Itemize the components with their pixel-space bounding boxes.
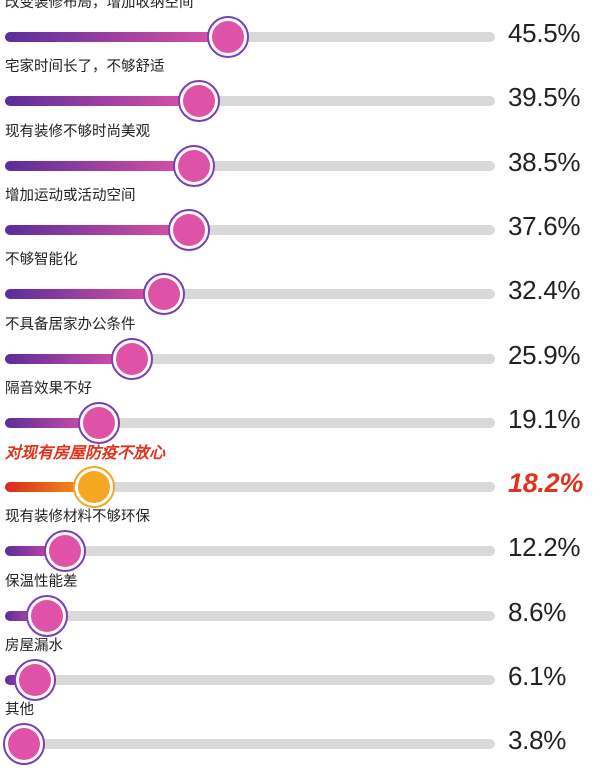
bar-row: 保温性能差 8.6% <box>0 573 600 637</box>
bar-marker <box>13 659 56 701</box>
bar-marker <box>2 723 45 766</box>
bar-fill <box>5 610 48 621</box>
value-label: 18.2% <box>508 468 584 499</box>
bar-fill <box>5 224 190 235</box>
bar-track <box>5 594 495 637</box>
marker-dot <box>18 664 51 696</box>
bar-marker <box>43 530 86 573</box>
category-label: 房屋漏水 <box>5 638 63 654</box>
marker-dot <box>115 342 148 375</box>
bar-row: 增加运动或活动空间 37.6% <box>0 187 600 251</box>
category-label: 隔音效果不好 <box>5 380 92 397</box>
marker-dot <box>173 213 206 246</box>
category-label: 不够智能化 <box>5 252 78 269</box>
marker-dot <box>48 535 81 568</box>
bar-marker <box>177 80 220 123</box>
bar-row: 现有装修材料不够环保 12.2% <box>0 508 600 573</box>
bar-marker <box>172 144 215 187</box>
category-label: 现有装修材料不够环保 <box>5 509 150 526</box>
bar-row: 其他 3.8% <box>0 701 600 766</box>
marker-dot <box>82 406 115 439</box>
category-label: 其他 <box>5 702 34 719</box>
bar-row: 改变装修布局，增加收纳空间 45.5% <box>0 0 600 58</box>
bar-track <box>5 659 495 701</box>
bar-fill <box>5 289 164 300</box>
bar-fill <box>5 482 95 493</box>
bar-track <box>5 401 495 444</box>
bar-fill <box>5 353 132 364</box>
marker-dot <box>78 471 111 504</box>
value-label: 38.5% <box>508 146 581 177</box>
marker-dot <box>31 599 64 632</box>
marker-dot <box>147 278 180 311</box>
category-label: 改变装修布局，增加收纳空间 <box>5 0 194 11</box>
bar-fill <box>5 96 199 107</box>
value-label: 32.4% <box>508 275 581 306</box>
bar-marker <box>110 337 153 380</box>
category-label: 保温性能差 <box>5 573 78 590</box>
bar-track <box>5 530 495 573</box>
value-label: 25.9% <box>508 339 581 370</box>
bar-row: 宅家时间长了，不够舒适 39.5% <box>0 58 600 123</box>
value-label: 45.5% <box>508 18 581 48</box>
category-label: 宅家时间长了，不够舒适 <box>5 59 165 76</box>
bar-fill <box>5 546 65 557</box>
value-label: 37.6% <box>508 210 581 241</box>
value-label: 6.1% <box>508 661 567 691</box>
bar-marker <box>206 16 249 58</box>
bar-marker <box>73 466 116 509</box>
bar-track <box>5 273 495 316</box>
value-label: 19.1% <box>508 403 581 434</box>
category-label: 现有装修不够时尚美观 <box>5 123 150 140</box>
marker-dot <box>177 149 210 182</box>
bar-row: 不具备居家办公条件 25.9% <box>0 316 600 380</box>
bar-row: 对现有房屋防疫不放心 18.2% <box>0 443 600 509</box>
bar-row: 房屋漏水 6.1% <box>0 637 600 701</box>
bar-track <box>5 466 495 509</box>
marker-dot <box>7 728 40 761</box>
category-label: 不具备居家办公条件 <box>5 316 136 333</box>
bar-track <box>5 144 495 187</box>
value-label: 12.2% <box>508 532 581 563</box>
bar-fill <box>5 417 99 428</box>
bar-track <box>5 80 495 123</box>
bar-fill <box>5 32 228 42</box>
bar-row: 隔音效果不好 19.1% <box>0 380 600 444</box>
bar-fill <box>5 160 194 171</box>
bar-marker <box>168 208 211 251</box>
value-label: 3.8% <box>508 725 567 756</box>
marker-dot <box>182 85 215 118</box>
bar-track <box>5 16 495 58</box>
value-label: 39.5% <box>508 82 581 113</box>
bar-track <box>2 723 495 766</box>
marker-dot <box>211 21 244 53</box>
bar-row: 不够智能化 32.4% <box>0 251 600 316</box>
bar-marker <box>142 273 185 316</box>
bar-marker <box>77 401 120 444</box>
category-label: 增加运动或活动空间 <box>5 187 136 204</box>
bar-track <box>5 208 495 251</box>
bar-row: 现有装修不够时尚美观 38.5% <box>0 123 600 187</box>
value-label: 8.6% <box>508 596 567 627</box>
bar-marker <box>26 594 69 637</box>
bar-track <box>5 337 495 380</box>
category-label: 对现有房屋防疫不放心 <box>5 443 166 463</box>
